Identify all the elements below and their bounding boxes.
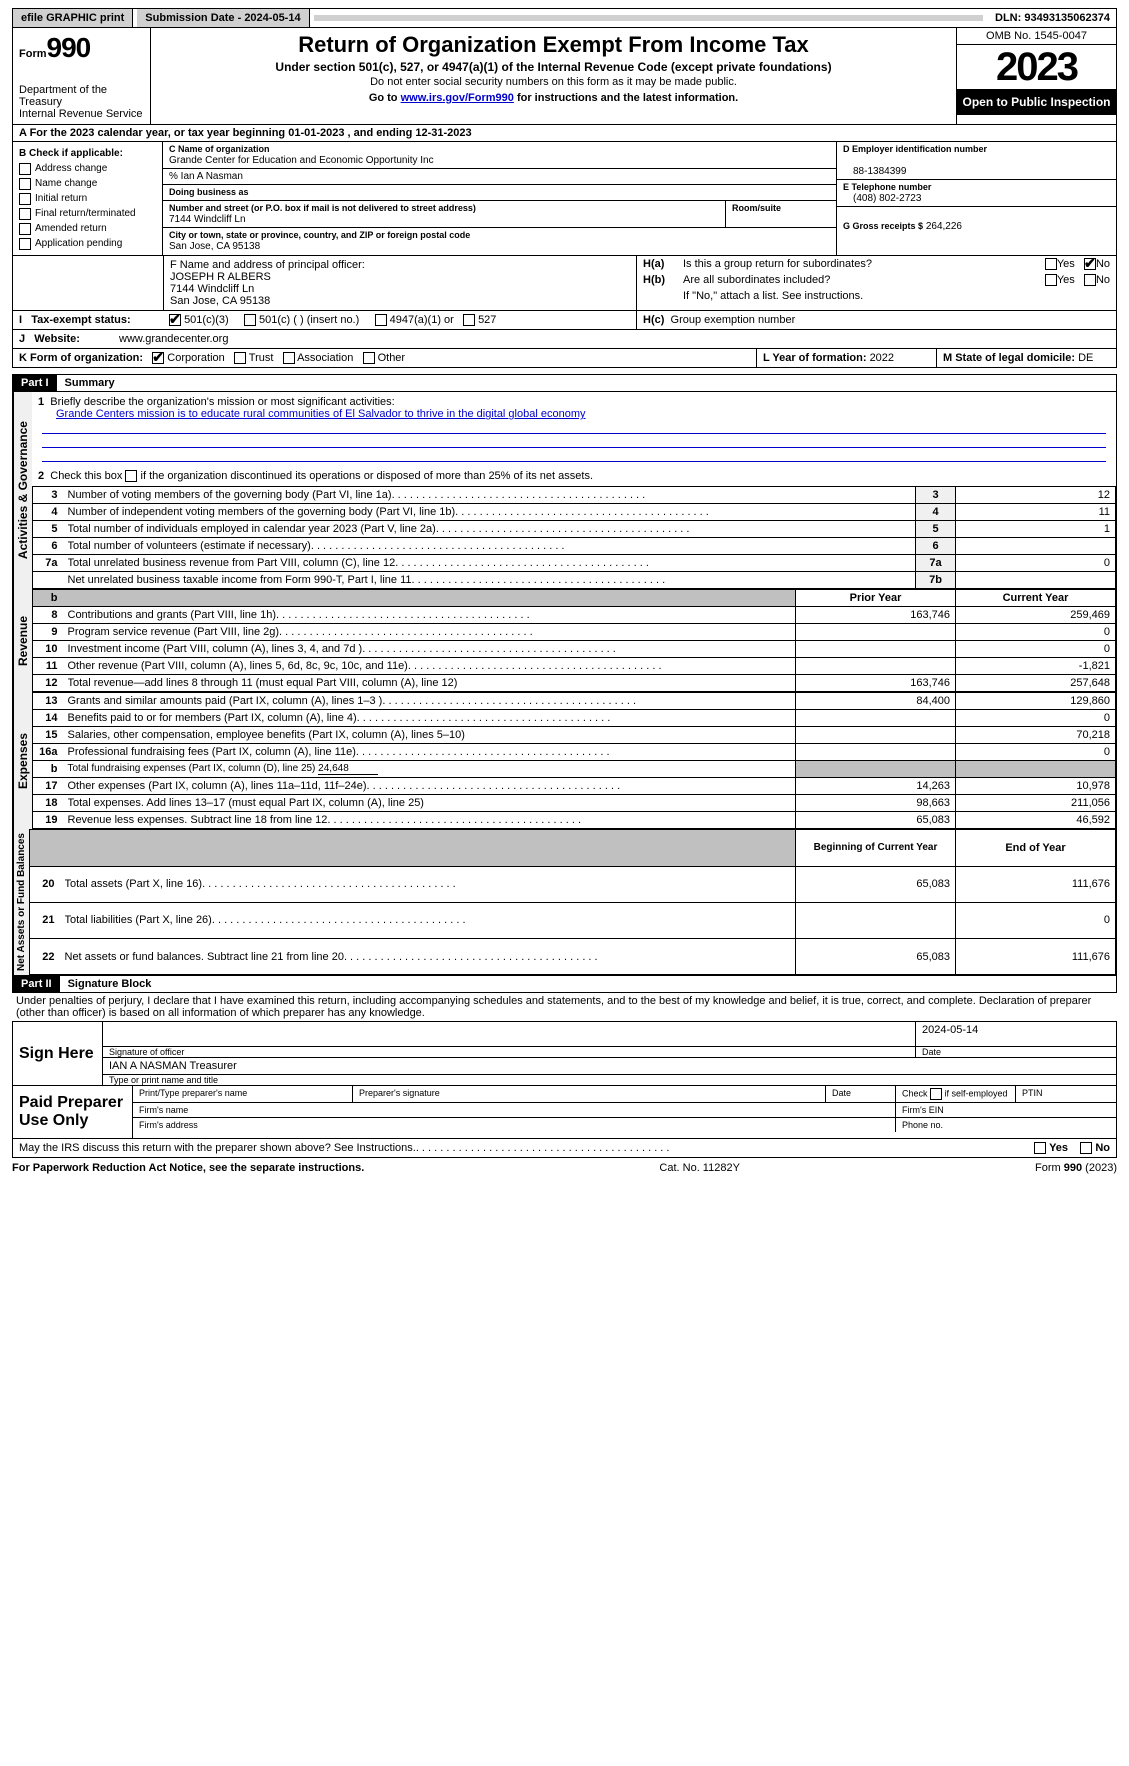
form-subtitle: Under section 501(c), 527, or 4947(a)(1)…	[159, 60, 948, 74]
chk-application-pending[interactable]	[19, 238, 31, 250]
sidebar-net-assets: Net Assets or Fund Balances	[13, 829, 29, 975]
sig-date: 2024-05-14	[916, 1022, 1116, 1046]
org-name: Grande Center for Education and Economic…	[169, 155, 434, 166]
topbar-spacer	[314, 15, 983, 21]
city-state-zip: San Jose, CA 95138	[169, 241, 260, 252]
chk-other[interactable]	[363, 352, 375, 364]
box-b: B Check if applicable: Address change Na…	[13, 142, 163, 255]
chk-amended[interactable]	[19, 223, 31, 235]
street-address: 7144 Windcliff Ln	[169, 214, 246, 225]
net-assets-table: Beginning of Current YearEnd of Year 20T…	[29, 829, 1116, 975]
form-header: Form990 Department of the Treasury Inter…	[12, 28, 1117, 124]
gross-receipts: 264,226	[926, 221, 962, 232]
form-number: Form990	[19, 32, 144, 64]
discuss-no[interactable]	[1080, 1142, 1092, 1154]
chk-name-change[interactable]	[19, 178, 31, 190]
chk-corp[interactable]	[152, 352, 164, 364]
chk-discontinued[interactable]	[125, 470, 137, 482]
top-bar: efile GRAPHIC print Submission Date - 20…	[12, 8, 1117, 28]
sidebar-activities: Activities & Governance	[13, 392, 32, 589]
goto-instructions: Go to www.irs.gov/Form990 for instructio…	[159, 92, 948, 104]
expenses-table: 13Grants and similar amounts paid (Part …	[32, 692, 1116, 829]
period-row: A For the 2023 calendar year, or tax yea…	[12, 124, 1117, 141]
activities-governance: Activities & Governance 1 Briefly descri…	[12, 391, 1117, 589]
omb-number: OMB No. 1545-0047	[957, 28, 1116, 45]
mission-text: Grande Centers mission is to educate rur…	[56, 408, 585, 420]
expenses-section: Expenses 13Grants and similar amounts pa…	[12, 692, 1117, 829]
phone: (408) 802-2723	[843, 193, 921, 204]
net-assets-section: Net Assets or Fund Balances Beginning of…	[12, 829, 1117, 976]
care-of: % Ian A Nasman	[169, 171, 243, 182]
sidebar-revenue: Revenue	[13, 589, 32, 692]
box-h: H(a) Is this a group return for subordin…	[636, 256, 1116, 310]
efile-label[interactable]: efile GRAPHIC print	[13, 9, 133, 27]
ein: 88-1384399	[843, 166, 906, 177]
website-url[interactable]: www.grandecenter.org	[119, 333, 228, 345]
website-row: J Website: www.grandecenter.org	[12, 329, 1117, 348]
hb-no[interactable]	[1084, 274, 1096, 286]
officer-name: JOSEPH R ALBERS	[170, 271, 271, 283]
ssn-warning: Do not enter social security numbers on …	[159, 76, 948, 88]
paid-preparer-block: Paid Preparer Use Only Print/Type prepar…	[12, 1086, 1117, 1139]
sidebar-expenses: Expenses	[13, 692, 32, 829]
ha-no[interactable]	[1084, 258, 1096, 270]
revenue-table: bPrior YearCurrent Year 8Contributions a…	[32, 589, 1116, 692]
chk-501c[interactable]	[244, 314, 256, 326]
footer: For Paperwork Reduction Act Notice, see …	[12, 1158, 1117, 1178]
chk-final-return[interactable]	[19, 208, 31, 220]
box-d-e-g: D Employer identification number 88-1384…	[836, 142, 1116, 255]
chk-self-employed[interactable]	[930, 1088, 942, 1100]
chk-address-change[interactable]	[19, 163, 31, 175]
governance-table: 3Number of voting members of the governi…	[32, 486, 1116, 589]
box-c: C Name of organization Grande Center for…	[163, 142, 836, 255]
dept-treasury: Department of the Treasury Internal Reve…	[19, 84, 144, 120]
f-h-row: F Name and address of principal officer:…	[12, 255, 1117, 310]
sign-here-block: Sign Here 2024-05-14 Signature of office…	[12, 1021, 1117, 1086]
discuss-yes[interactable]	[1034, 1142, 1046, 1154]
chk-initial-return[interactable]	[19, 193, 31, 205]
chk-assoc[interactable]	[283, 352, 295, 364]
may-discuss-row: May the IRS discuss this return with the…	[12, 1139, 1117, 1158]
irs-link[interactable]: www.irs.gov/Form990	[401, 92, 514, 104]
hb-yes[interactable]	[1045, 274, 1057, 286]
tax-year: 2023	[957, 45, 1116, 89]
submission-date: Submission Date - 2024-05-14	[137, 9, 309, 27]
tax-exempt-row: I Tax-exempt status: 501(c)(3) 501(c) ( …	[12, 310, 1117, 329]
box-l: L Year of formation: 2022	[756, 349, 936, 367]
open-inspection: Open to Public Inspection	[957, 89, 1116, 115]
ha-yes[interactable]	[1045, 258, 1057, 270]
form-title: Return of Organization Exempt From Incom…	[159, 32, 948, 58]
k-l-m-row: K Form of organization: Corporation Trus…	[12, 348, 1117, 368]
chk-trust[interactable]	[234, 352, 246, 364]
revenue-section: Revenue bPrior YearCurrent Year 8Contrib…	[12, 589, 1117, 692]
identity-grid: B Check if applicable: Address change Na…	[12, 141, 1117, 255]
chk-527[interactable]	[463, 314, 475, 326]
dln-label: DLN: 93493135062374	[987, 9, 1116, 27]
part2-header: Part IISignature Block	[12, 976, 1117, 993]
chk-4947[interactable]	[375, 314, 387, 326]
box-m: M State of legal domicile: DE	[936, 349, 1116, 367]
perjury-declaration: Under penalties of perjury, I declare th…	[12, 993, 1117, 1021]
box-f: F Name and address of principal officer:…	[163, 256, 636, 310]
chk-501c3[interactable]	[169, 314, 181, 326]
part1-header: Part ISummary	[12, 374, 1117, 391]
officer-print-name: IAN A NASMAN Treasurer	[103, 1057, 1116, 1074]
line3-val: 12	[956, 487, 1116, 504]
